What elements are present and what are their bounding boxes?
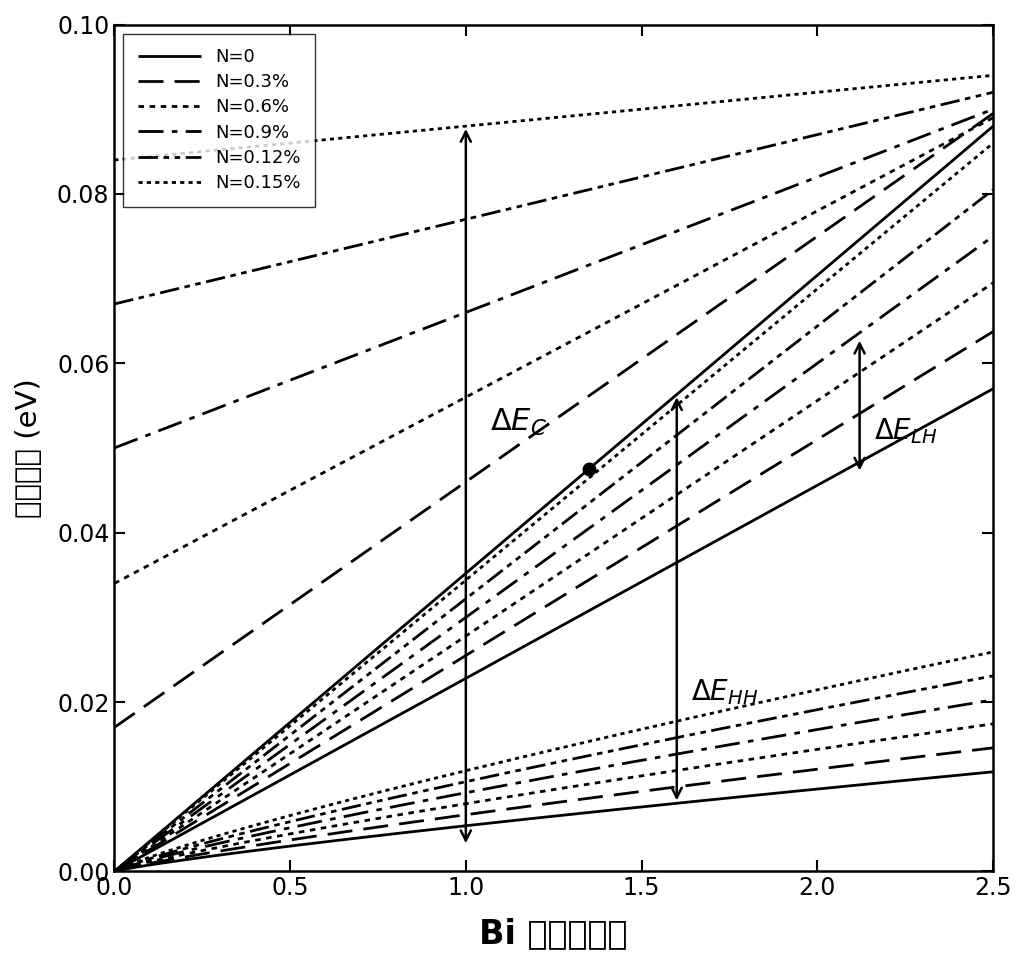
Text: $\Delta E_{LH}$: $\Delta E_{LH}$ [874, 417, 937, 447]
Text: $\Delta E_{HH}$: $\Delta E_{HH}$ [691, 677, 758, 707]
Text: $\Delta E_C$: $\Delta E_C$ [491, 407, 547, 438]
X-axis label: Bi 摩尔百分比: Bi 摩尔百分比 [480, 917, 627, 950]
Y-axis label: 能带偏移 (eV): 能带偏移 (eV) [15, 378, 43, 518]
Legend: N=0, N=0.3%, N=0.6%, N=0.9%, N=0.12%, N=0.15%: N=0, N=0.3%, N=0.6%, N=0.9%, N=0.12%, N=… [123, 34, 315, 207]
